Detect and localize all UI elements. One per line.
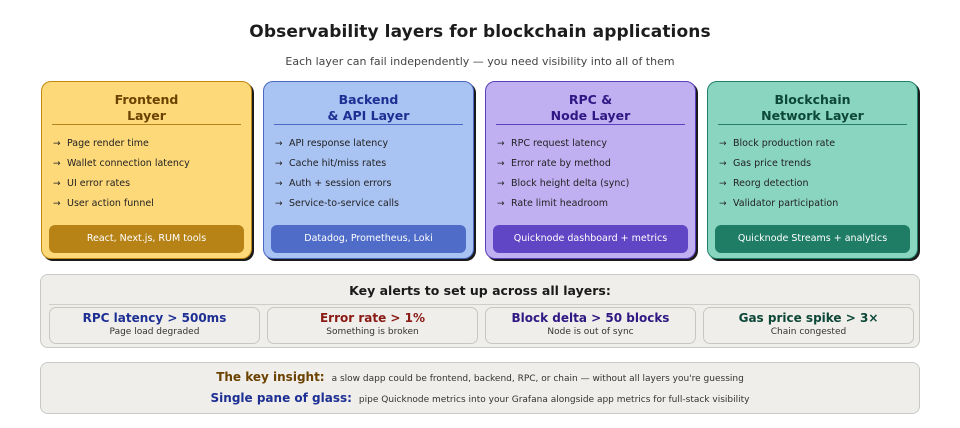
divider [52, 124, 241, 125]
diagram-title: Observability layers for blockchain appl… [249, 22, 711, 42]
tools-badge: Quicknode dashboard + metrics [493, 225, 688, 253]
divider [49, 304, 911, 305]
arrow-right-icon: → [53, 199, 61, 209]
single-pane-text: pipe Quicknode metrics into your Grafana… [358, 395, 750, 405]
alerts-panel: Key alerts to set up across all layers: … [40, 274, 920, 348]
list-item: → Reorg detection [719, 174, 838, 194]
metric-list: → Page render time → Wallet connection lat… [53, 134, 190, 214]
metric-list: → RPC request latency → Error rate by meth… [497, 134, 629, 214]
arrow-right-icon: → [719, 159, 727, 169]
divider [718, 124, 907, 125]
arrow-right-icon: → [719, 199, 727, 209]
arrow-right-icon: → [275, 139, 283, 149]
alert-rpc-latency: RPC latency > 500ms Page load degraded [49, 307, 260, 344]
arrow-right-icon: → [497, 179, 505, 189]
layer-title: Backend & API Layer [327, 92, 410, 123]
arrow-right-icon: → [719, 139, 727, 149]
layer-card-rpc-node: RPC & Node Layer → RPC request latency → Er… [485, 81, 696, 259]
layer-card-blockchain-network: Blockchain Network Layer → Block productio… [707, 81, 918, 259]
diagram-subtitle: Each layer can fail independently — you … [285, 55, 675, 68]
arrow-right-icon: → [275, 199, 283, 209]
list-item: → Rate limit headroom [497, 194, 629, 214]
layer-title: Blockchain Network Layer [761, 92, 864, 123]
alert-description: Page load degraded [109, 327, 200, 337]
list-item: → RPC request latency [497, 134, 629, 154]
list-item: → Cache hit/miss rates [275, 154, 399, 174]
alert-description: Something is broken [326, 327, 419, 337]
alert-block-delta: Block delta > 50 blocks Node is out of s… [485, 307, 696, 344]
alert-threshold: Gas price spike > 3× [738, 311, 879, 325]
single-pane-label: Single pane of glass: [210, 391, 352, 405]
list-item: → Block production rate [719, 134, 838, 154]
arrow-right-icon: → [497, 199, 505, 209]
arrow-right-icon: → [719, 179, 727, 189]
single-pane-row: Single pane of glass: pipe Quicknode met… [41, 391, 919, 405]
arrow-right-icon: → [497, 159, 505, 169]
divider [274, 124, 463, 125]
key-insight-row: The key insight: a slow dapp could be fr… [41, 370, 919, 384]
layer-card-backend: Backend & API Layer → API response latency… [263, 81, 474, 259]
list-item: → Service-to-service calls [275, 194, 399, 214]
metric-list: → Block production rate → Gas price trends… [719, 134, 838, 214]
arrow-right-icon: → [275, 179, 283, 189]
layer-card-frontend: Frontend Layer → Page render time → Wallet … [41, 81, 252, 259]
arrow-right-icon: → [275, 159, 283, 169]
alert-threshold: Block delta > 50 blocks [511, 311, 670, 325]
tools-badge: Quicknode Streams + analytics [715, 225, 910, 253]
alert-threshold: RPC latency > 500ms [82, 311, 227, 325]
list-item: → Error rate by method [497, 154, 629, 174]
alert-threshold: Error rate > 1% [319, 311, 426, 325]
alert-gas-price: Gas price spike > 3× Chain congested [703, 307, 914, 344]
alert-description: Chain congested [770, 327, 847, 337]
list-item: → UI error rates [53, 174, 190, 194]
arrow-right-icon: → [53, 139, 61, 149]
list-item: → API response latency [275, 134, 399, 154]
list-item: → Auth + session errors [275, 174, 399, 194]
insight-panel: The key insight: a slow dapp could be fr… [40, 362, 920, 414]
divider [496, 124, 685, 125]
layer-title: RPC & Node Layer [550, 92, 631, 123]
list-item: → User action funnel [53, 194, 190, 214]
layer-title: Frontend Layer [114, 92, 179, 123]
tools-badge: Datadog, Prometheus, Loki [271, 225, 466, 253]
alerts-title: Key alerts to set up across all layers: [349, 283, 611, 298]
list-item: → Validator participation [719, 194, 838, 214]
tools-badge: React, Next.js, RUM tools [49, 225, 244, 253]
list-item: → Page render time [53, 134, 190, 154]
list-item: → Block height delta (sync) [497, 174, 629, 194]
list-item: → Gas price trends [719, 154, 838, 174]
arrow-right-icon: → [53, 179, 61, 189]
key-insight-label: The key insight: [216, 370, 325, 384]
arrow-right-icon: → [497, 139, 505, 149]
list-item: → Wallet connection latency [53, 154, 190, 174]
arrow-right-icon: → [53, 159, 61, 169]
alert-error-rate: Error rate > 1% Something is broken [267, 307, 478, 344]
metric-list: → API response latency → Cache hit/miss ra… [275, 134, 399, 214]
alert-description: Node is out of sync [547, 327, 634, 337]
key-insight-text: a slow dapp could be frontend, backend, … [331, 374, 744, 384]
